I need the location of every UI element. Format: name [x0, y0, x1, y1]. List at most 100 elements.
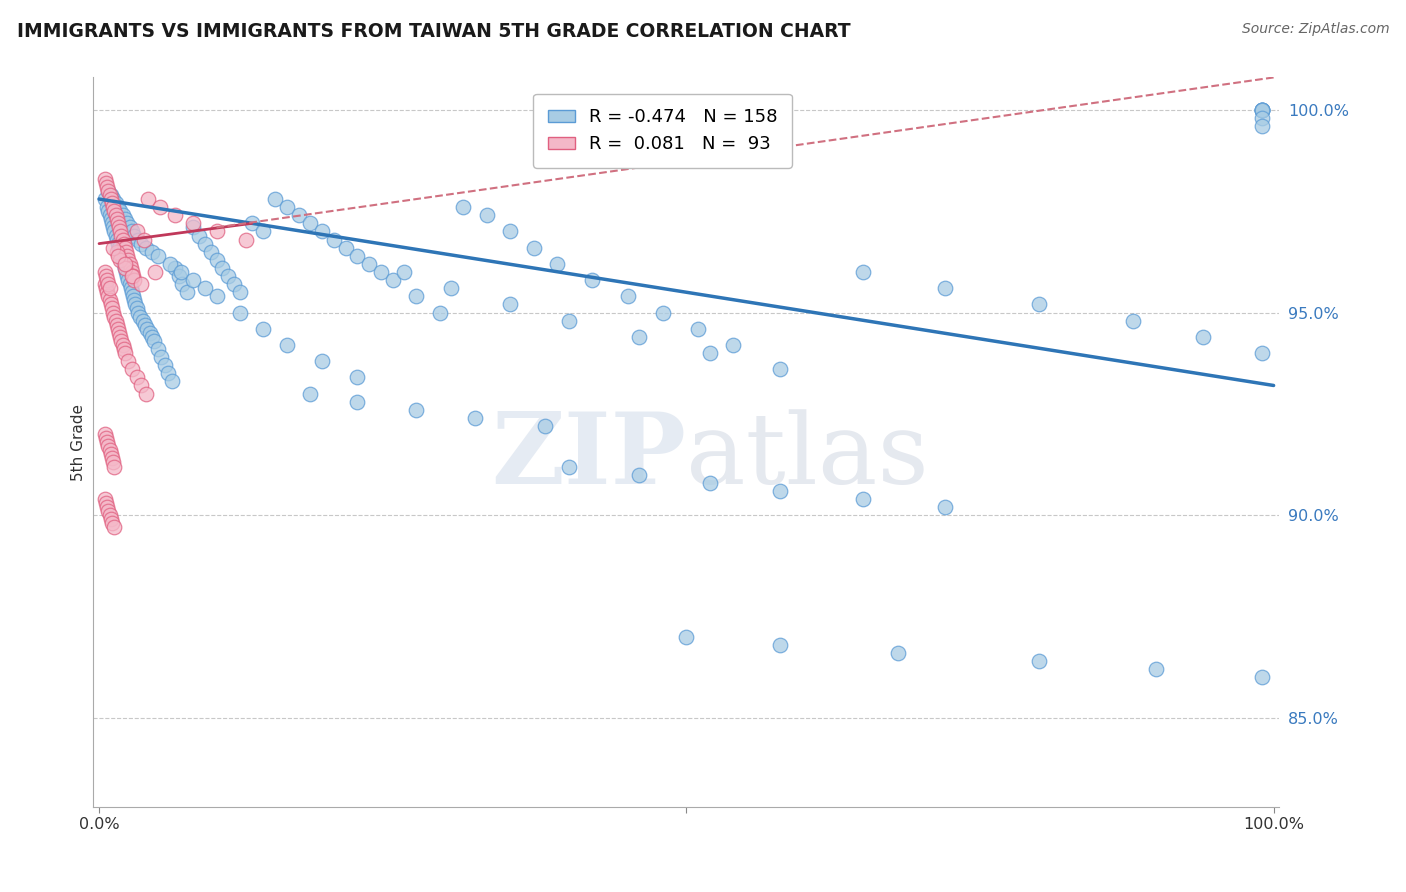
Point [143, 334, 166, 348]
Point [101, 192, 124, 206]
Point [111, 338, 134, 352]
Point [105, 233, 128, 247]
Point [160, 375, 183, 389]
Point [108, 204, 131, 219]
Point [141, 330, 163, 344]
Point [110, 249, 132, 263]
Point [131, 236, 153, 251]
Point [440, 281, 463, 295]
Point [311, 224, 333, 238]
Point [117, 273, 139, 287]
Point [346, 370, 368, 384]
Point [200, 244, 222, 259]
Point [229, 305, 252, 319]
Point [94, 171, 117, 186]
Point [699, 475, 721, 490]
Point [381, 273, 404, 287]
Point [121, 285, 143, 300]
Point [141, 244, 163, 259]
Point [120, 260, 142, 275]
Text: IMMIGRANTS VS IMMIGRANTS FROM TAIWAN 5TH GRADE CORRELATION CHART: IMMIGRANTS VS IMMIGRANTS FROM TAIWAN 5TH… [17, 22, 851, 41]
Point [131, 378, 153, 392]
Point [135, 241, 157, 255]
Point [97, 277, 120, 292]
Point [112, 342, 135, 356]
Point [115, 244, 138, 259]
Point [101, 216, 124, 230]
Point [114, 260, 136, 275]
Point [94, 496, 117, 510]
Point [100, 512, 122, 526]
Point [97, 184, 120, 198]
Point [405, 402, 427, 417]
Point [252, 224, 274, 238]
Point [125, 301, 148, 316]
Point [94, 268, 117, 283]
Point [105, 244, 128, 259]
Point [124, 228, 146, 243]
Point [94, 431, 117, 445]
Point [122, 268, 145, 283]
Point [97, 184, 120, 198]
Point [117, 252, 139, 267]
Point [117, 354, 139, 368]
Point [97, 289, 120, 303]
Point [108, 326, 131, 340]
Point [117, 216, 139, 230]
Point [264, 192, 287, 206]
Point [100, 188, 122, 202]
Point [129, 310, 152, 324]
Point [107, 200, 129, 214]
Point [1250, 111, 1272, 125]
Point [134, 318, 156, 332]
Point [98, 443, 121, 458]
Point [464, 410, 486, 425]
Point [118, 257, 141, 271]
Point [628, 330, 651, 344]
Point [887, 646, 910, 660]
Point [111, 233, 134, 247]
Point [205, 289, 228, 303]
Point [98, 508, 121, 523]
Point [108, 244, 131, 259]
Point [114, 260, 136, 275]
Point [104, 228, 127, 243]
Point [651, 305, 673, 319]
Point [103, 310, 125, 324]
Point [546, 257, 568, 271]
Point [110, 228, 132, 243]
Point [167, 268, 190, 283]
Point [146, 342, 169, 356]
Point [112, 257, 135, 271]
Point [94, 427, 117, 442]
Point [94, 491, 117, 506]
Point [124, 273, 146, 287]
Point [101, 220, 124, 235]
Point [100, 192, 122, 206]
Point [101, 451, 124, 466]
Point [1250, 346, 1272, 360]
Point [124, 293, 146, 308]
Point [101, 305, 124, 319]
Point [194, 281, 217, 295]
Point [136, 322, 159, 336]
Point [96, 500, 118, 514]
Point [103, 224, 125, 238]
Point [150, 350, 173, 364]
Point [132, 233, 155, 247]
Point [108, 252, 131, 267]
Point [96, 200, 118, 214]
Point [429, 305, 451, 319]
Point [94, 176, 117, 190]
Point [117, 268, 139, 283]
Point [675, 630, 697, 644]
Point [105, 318, 128, 332]
Point [558, 313, 581, 327]
Point [359, 257, 381, 271]
Point [96, 179, 118, 194]
Point [104, 313, 127, 327]
Point [104, 208, 127, 222]
Point [159, 257, 181, 271]
Point [149, 200, 172, 214]
Point [475, 208, 498, 222]
